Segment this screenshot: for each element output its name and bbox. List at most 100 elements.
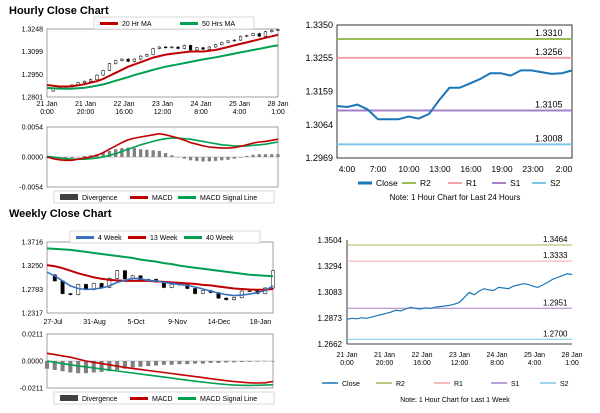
- hourly-divergence-bar: [170, 155, 174, 157]
- weekly-levels-xtick-date: 25 Jan: [524, 352, 545, 359]
- hourly-xtick-time: 12:00: [154, 109, 172, 116]
- hourly-divergence-bar: [70, 157, 74, 159]
- hourly-levels-ytick-0: 1.3350: [305, 20, 333, 30]
- weekly-levels-ytick-0: 1.3504: [318, 236, 343, 245]
- legend-hourly-divergence: Divergence: [82, 195, 118, 202]
- weekly-candle: [271, 270, 275, 289]
- weekly-candle: [193, 288, 198, 294]
- hourly-candle: [188, 45, 193, 51]
- hourly-candle: [151, 48, 155, 55]
- weekly-macd-ytick-2: -0.0211: [20, 386, 43, 393]
- legend-20hr-ma: 20 Hr MA: [122, 21, 152, 28]
- hourly-divergence-bar: [76, 157, 80, 158]
- hourly-levels-note: Note: 1 Hour Chart for Last 24 Hours: [390, 193, 521, 202]
- weekly-candle: [60, 280, 65, 294]
- hourly-levels-ytick-4: 1.2969: [305, 153, 333, 163]
- hourly-candle: [270, 29, 274, 32]
- hourly-divergence-bar: [276, 154, 280, 157]
- weekly-levels-ytick-4: 1.2662: [318, 340, 343, 349]
- weekly-divergence-bar: [91, 361, 96, 373]
- hourly-levels-frame: [336, 24, 573, 159]
- hourly-candle: [139, 55, 143, 60]
- hourly-section-title: Hourly Close Chart: [9, 5, 109, 17]
- weekly-xtick: 31-Aug: [83, 319, 106, 326]
- hourly-levels-xtick: 7:00: [370, 164, 387, 174]
- weekly-levels-close-line: [346, 273, 573, 320]
- weekly-levels-xtick-date: 22 Jan: [411, 352, 432, 359]
- hourly-divergence-bar: [245, 155, 249, 157]
- hourly-xtick-date: 22 Jan: [113, 101, 134, 108]
- weekly-signal-line: [46, 360, 274, 387]
- weekly-xtick: 9-Nov: [168, 319, 187, 326]
- weekly-macd-ytick-1: 0.0000: [22, 359, 44, 366]
- legend-weekly-signal: MACD Signal Line: [200, 396, 257, 403]
- weekly-divergence-bar: [99, 361, 104, 372]
- hourly-divergence-bar: [82, 155, 87, 157]
- weekly-divergence-bar: [169, 361, 174, 365]
- hourly-level-s1-label: 1.3105: [535, 100, 563, 110]
- weekly-40week-line: [46, 247, 274, 278]
- hourly-xtick-date: 28 Jan: [267, 101, 288, 108]
- weekly-levels-xtick-time: 0:00: [340, 360, 354, 367]
- legend-weekly-divergence: Divergence: [82, 396, 118, 403]
- weekly-levels-note: Note: 1 Hour Chart for Last 1 Week: [400, 397, 510, 404]
- legend-weekly-macd: MACD: [152, 396, 173, 403]
- weekly-divergence-bar: [263, 361, 268, 362]
- weekly-levels-xtick-time: 20:00: [376, 360, 394, 367]
- hourly-xtick-time: 1:00: [271, 109, 285, 116]
- weekly-candle: [68, 293, 73, 295]
- weekly-main-ytick-1: 1.3250: [22, 263, 44, 270]
- legend-hourly-levels-r1: R1: [466, 178, 477, 188]
- hourly-candle: [170, 46, 174, 49]
- weekly-levels-ytick-2: 1.3083: [318, 288, 343, 297]
- hourly-levels-close-line: [336, 69, 573, 121]
- hourly-levels-xtick: 23:00: [522, 164, 544, 174]
- hourly-divergence-bar: [126, 147, 130, 157]
- hourly-divergence-bar: [51, 157, 55, 159]
- weekly-4week-line: [46, 271, 274, 297]
- hourly-level-s2-label: 1.3008: [535, 133, 563, 143]
- hourly-divergence-bar: [263, 154, 268, 157]
- weekly-divergence-bar: [255, 361, 260, 362]
- hourly-divergence-bar: [182, 157, 186, 159]
- hourly-main-legend: [93, 16, 255, 30]
- weekly-divergence-bar: [208, 361, 213, 363]
- weekly-divergence-bar: [68, 361, 73, 373]
- hourly-divergence-bar: [139, 149, 143, 157]
- weekly-main-ytick-2: 1.2783: [22, 287, 44, 294]
- hourly-xtick-time: 20:00: [77, 109, 95, 116]
- weekly-levels-ytick-1: 1.3294: [318, 262, 343, 271]
- hourly-candle: [107, 63, 112, 71]
- weekly-divergence-bar: [122, 361, 127, 369]
- hourly-main-ytick-2: 1.2950: [22, 72, 44, 79]
- hourly-divergence-bar: [176, 157, 180, 158]
- hourly-levels-ytick-2: 1.3159: [305, 87, 333, 97]
- hourly-xtick-time: 4:00: [233, 109, 247, 116]
- hourly-candle: [145, 54, 149, 57]
- hourly-xtick-time: 8:00: [194, 109, 208, 116]
- weekly-divergence-bar: [44, 361, 49, 369]
- hourly-candle: [82, 80, 87, 83]
- hourly-candle: [164, 46, 168, 49]
- legend-weekly-levels-r2: R2: [396, 381, 405, 388]
- legend-13-week: 13 Week: [150, 235, 178, 242]
- hourly-candle: [213, 44, 218, 48]
- legend-weekly-levels-s1: S1: [511, 381, 520, 388]
- hourly-levels-xtick: 4:00: [339, 164, 356, 174]
- hourly-macd-ytick-1: 0.0000: [22, 155, 44, 162]
- hourly-divergence-bar: [188, 157, 193, 161]
- hourly-main-ytick-1: 1.3099: [22, 49, 44, 56]
- hourly-candle: [176, 46, 180, 49]
- legend-hourly-levels-close: Close: [376, 178, 398, 188]
- weekly-section-title: Weekly Close Chart: [9, 208, 112, 220]
- hourly-divergence-bar: [201, 157, 205, 162]
- hourly-divergence-bar: [232, 157, 236, 159]
- hourly-candle: [251, 33, 255, 36]
- hourly-main-frame: [46, 28, 279, 98]
- hourly-candle: [157, 46, 161, 49]
- weekly-levels-xtick-date: 28 Jan: [561, 352, 582, 359]
- hourly-main-ytick-3: 1.2801: [22, 95, 44, 102]
- weekly-main-frame: [46, 241, 274, 314]
- weekly-xtick: 18-Jan: [250, 319, 272, 326]
